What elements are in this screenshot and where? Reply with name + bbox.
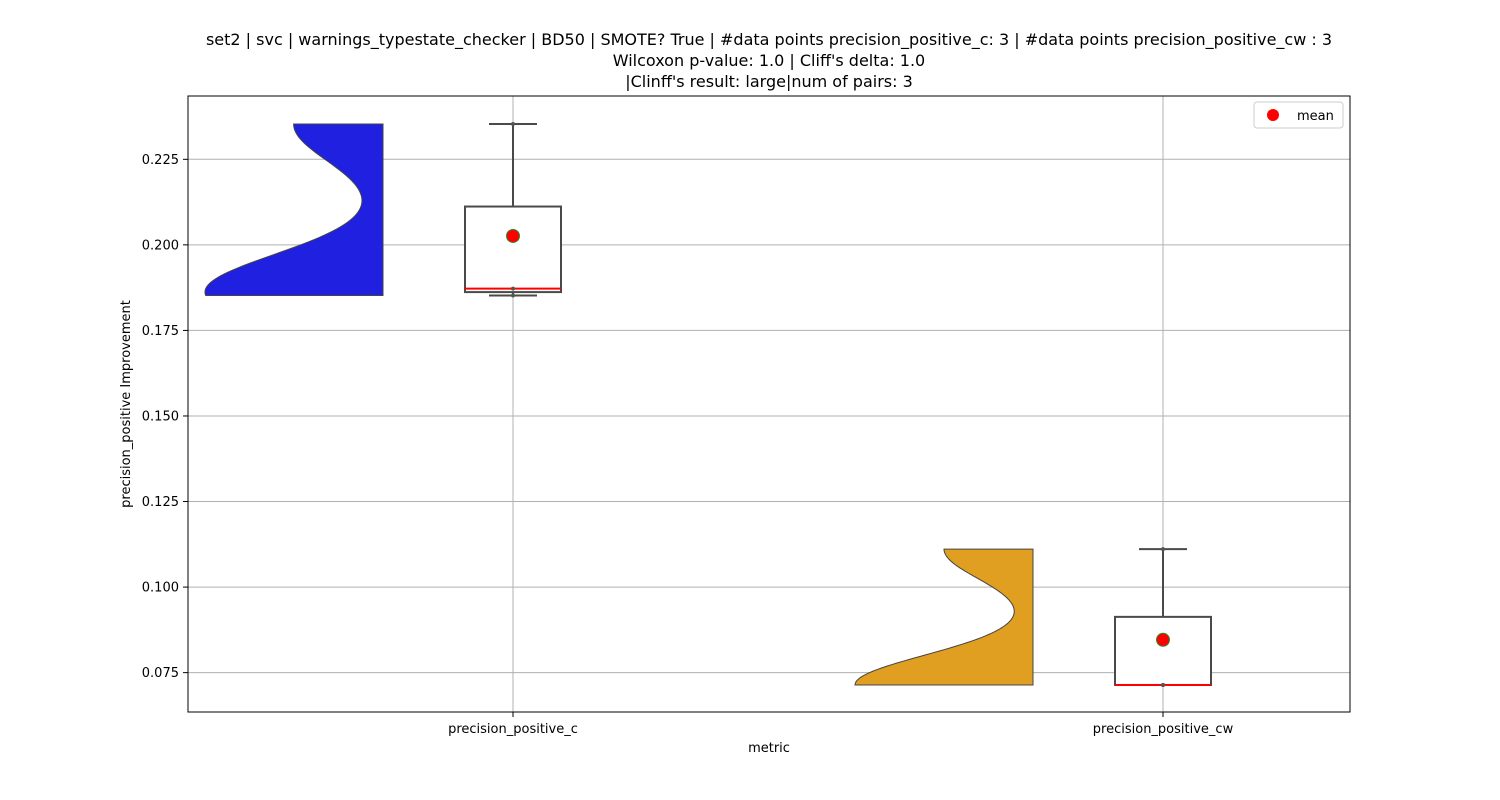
plot-frame [187, 95, 1351, 713]
y-tick-label: 0.200 [142, 238, 179, 253]
violin-precision_positive_c [204, 123, 384, 297]
mean-marker [1156, 632, 1170, 647]
mean-marker [506, 228, 520, 243]
y-tick-label: 0.175 [142, 324, 179, 339]
violin-layer [204, 123, 1034, 686]
data-point [511, 286, 515, 291]
y-tick-label: 0.150 [142, 409, 179, 424]
box-precision_positive_cw [1114, 615, 1212, 686]
box-precision_positive_c [464, 205, 562, 294]
data-point [511, 293, 515, 298]
y-tick-label: 0.125 [142, 495, 179, 510]
x-tick-label: precision_positive_cw [1093, 722, 1234, 737]
legend: mean [1253, 101, 1344, 129]
y-axis-label: precision_positive Improvement [119, 300, 134, 508]
tick-layer: 0.075 0.100 0.125 0.150 0.175 0.200 0.225 preci… [142, 153, 1234, 737]
chart-title-line-2: Wilcoxon p-value: 1.0 | Cliff's delta: 1… [612, 51, 926, 70]
data-point [1161, 682, 1165, 687]
chart-title-line-3: |Clinff's result: large|num of pairs: 3 [625, 72, 913, 91]
y-tick-label: 0.100 [142, 581, 179, 596]
data-point [511, 122, 515, 127]
data-point [1161, 547, 1165, 552]
x-axis-label: metric [748, 741, 790, 756]
legend-box [1253, 101, 1344, 129]
chart-title-line-1: set2 | svc | warnings_typestate_checker … [205, 30, 1333, 49]
violin-precision_positive_cw [854, 548, 1034, 686]
x-tick-label: precision_positive_c [448, 722, 578, 737]
legend-mean-label: mean [1297, 109, 1334, 124]
box-layer [464, 122, 1212, 687]
y-tick-label: 0.075 [142, 666, 179, 681]
legend-mean-marker [1267, 109, 1279, 121]
y-tick-label: 0.225 [142, 153, 179, 168]
